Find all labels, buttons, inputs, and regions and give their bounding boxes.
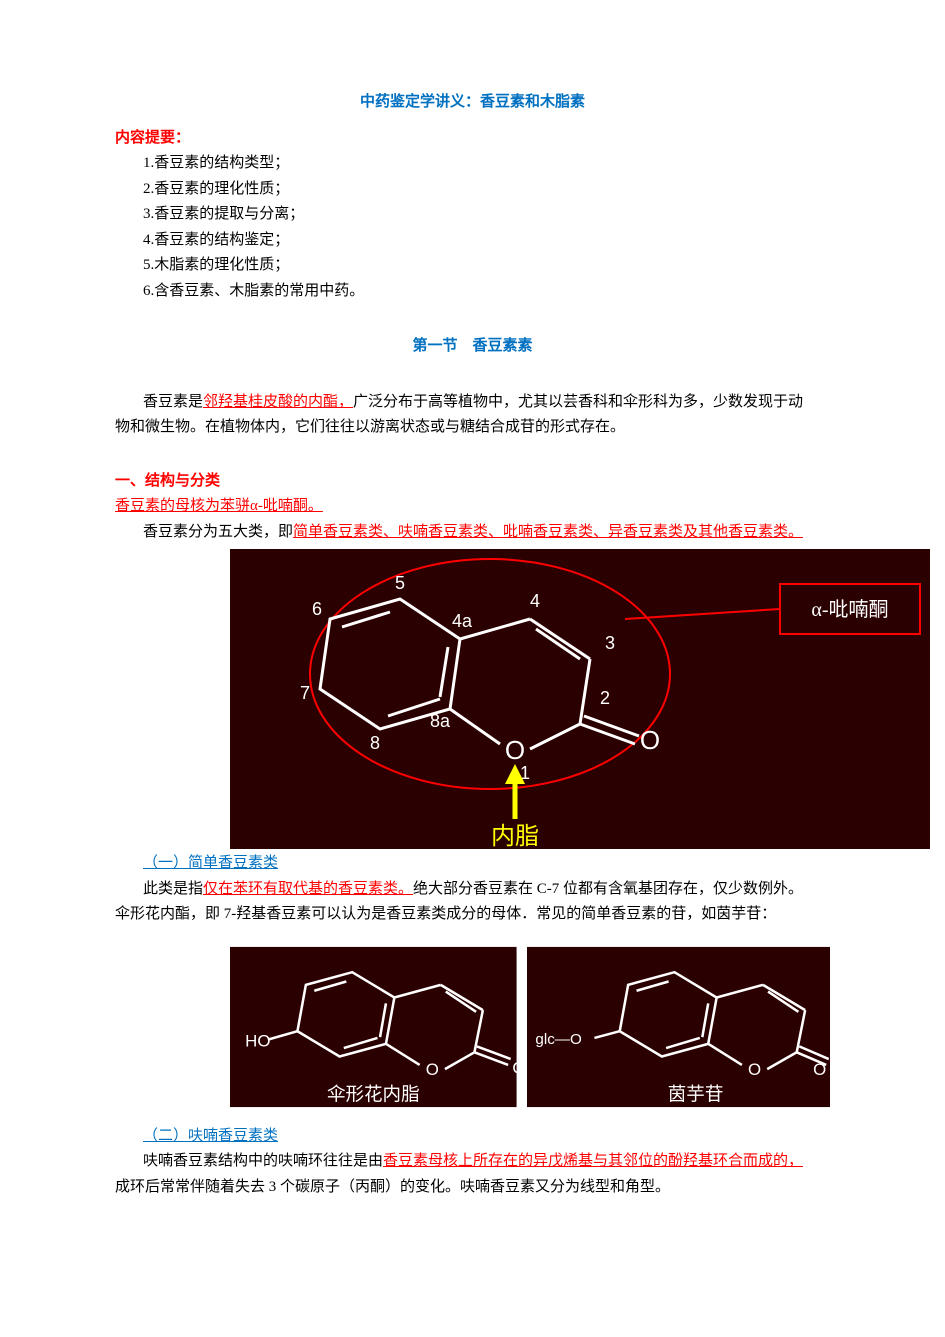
svg-text:O: O xyxy=(512,1058,516,1077)
section-title: 第一节 香豆素素 xyxy=(115,334,830,360)
umbelliferone-svg: O O HO 伞形花内脂 xyxy=(230,932,517,1122)
sub1-pre: 此类是指 xyxy=(143,881,203,897)
alpha-pyranone-label: α-吡喃酮 xyxy=(811,598,888,621)
svg-text:8: 8 xyxy=(370,733,380,753)
skimmin-label: 茵芋苷 xyxy=(667,1084,723,1105)
coumarin-structure-svg: α-吡喃酮 xyxy=(230,549,930,849)
sub2-red: 香豆素母核上所存在的异戊烯基与其邻位的酚羟基环合而成的， xyxy=(383,1153,803,1169)
intro-paragraph: 香豆素是邻羟基桂皮酸的内酯，广泛分布于高等植物中，尤其以芸香科和伞形科为多，少数… xyxy=(115,390,830,416)
toc-item: 1.香豆素的结构类型； xyxy=(115,151,830,177)
toc-item: 2.香豆素的理化性质； xyxy=(115,177,830,203)
ho-label: HO xyxy=(245,1031,270,1050)
intro-line2: 物和微生物。在植物体内，它们往往以游离状态或与糖结合成苷的形式存在。 xyxy=(115,415,830,441)
struct-line1: 香豆素的母核为苯骈α-吡喃酮。 xyxy=(115,498,323,514)
skimmin-svg: O O glc—O 茵芋苷 xyxy=(527,932,830,1122)
intro-post1: 广泛分布于高等植物中，尤其以芸香科和伞形科为多，少数发现于动 xyxy=(353,394,803,410)
struct-line2-pre: 香豆素分为五大类，即 xyxy=(143,524,293,540)
svg-text:O: O xyxy=(813,1060,826,1079)
sub1-paragraph: 此类是指仅在苯环有取代基的香豆素类。绝大部分香豆素在 C-7 位都有含氧基团存在… xyxy=(115,877,830,903)
svg-text:O: O xyxy=(426,1060,439,1079)
struct-line2-red: 简单香豆素类、呋喃香豆素类、吡喃香豆素类、异香豆素类及其他香豆素类。 xyxy=(293,524,803,540)
sub2-heading: （二）呋喃香豆素类 xyxy=(143,1128,278,1144)
sub2-line2: 成环后常常伴随着失去 3 个碳原子（丙酮）的变化。呋喃香豆素又分为线型和角型。 xyxy=(115,1175,830,1201)
o1-label: O xyxy=(505,735,525,765)
svg-text:4a: 4a xyxy=(452,611,473,631)
sub1-line2: 伞形花内酯，即 7-羟基香豆素可以认为是香豆素类成分的母体．常见的简单香豆素的苷… xyxy=(115,902,830,928)
toc-item: 4.香豆素的结构鉴定； xyxy=(115,228,830,254)
umbelliferone-label: 伞形花内脂 xyxy=(327,1084,420,1105)
page-title: 中药鉴定学讲义：香豆素和木脂素 xyxy=(115,90,830,116)
figure-simple-coumarins: O O HO 伞形花内脂 O O xyxy=(230,932,830,1122)
toc-heading: 内容提要： xyxy=(115,126,830,152)
toc-item: 3.香豆素的提取与分离； xyxy=(115,202,830,228)
intro-red: 邻羟基桂皮酸的内酯， xyxy=(203,394,353,410)
svg-text:5: 5 xyxy=(395,573,405,593)
o-carbonyl-label: O xyxy=(640,725,660,755)
glc-o-label: glc—O xyxy=(535,1030,582,1047)
figure-coumarin-core: α-吡喃酮 xyxy=(230,549,830,849)
intro-pre: 香豆素是 xyxy=(143,394,203,410)
document-page: 中药鉴定学讲义：香豆素和木脂素 内容提要： 1.香豆素的结构类型； 2.香豆素的… xyxy=(0,0,945,1240)
svg-text:2: 2 xyxy=(600,688,610,708)
svg-text:6: 6 xyxy=(312,599,322,619)
svg-text:7: 7 xyxy=(300,683,310,703)
sub2-paragraph: 呋喃香豆素结构中的呋喃环往往是由香豆素母核上所存在的异戊烯基与其邻位的酚羟基环合… xyxy=(115,1149,830,1175)
structure-heading: 一、结构与分类 xyxy=(115,469,830,495)
struct-line2: 香豆素分为五大类，即简单香豆素类、呋喃香豆素类、吡喃香豆素类、异香豆素类及其他香… xyxy=(115,520,830,546)
svg-text:O: O xyxy=(748,1060,761,1079)
sub1-post1: 绝大部分香豆素在 C-7 位都有含氧基团存在，仅少数例外。 xyxy=(413,881,803,897)
toc-item: 6.含香豆素、木脂素的常用中药。 xyxy=(115,279,830,305)
svg-text:3: 3 xyxy=(605,633,615,653)
svg-text:4: 4 xyxy=(530,591,540,611)
svg-text:8a: 8a xyxy=(430,711,451,731)
sub1-heading: （一）简单香豆素类 xyxy=(143,855,278,871)
lactone-label: 内脂 xyxy=(491,823,539,849)
sub2-pre: 呋喃香豆素结构中的呋喃环往往是由 xyxy=(143,1153,383,1169)
sub1-red: 仅在苯环有取代基的香豆素类。 xyxy=(203,881,413,897)
toc-item: 5.木脂素的理化性质； xyxy=(115,253,830,279)
